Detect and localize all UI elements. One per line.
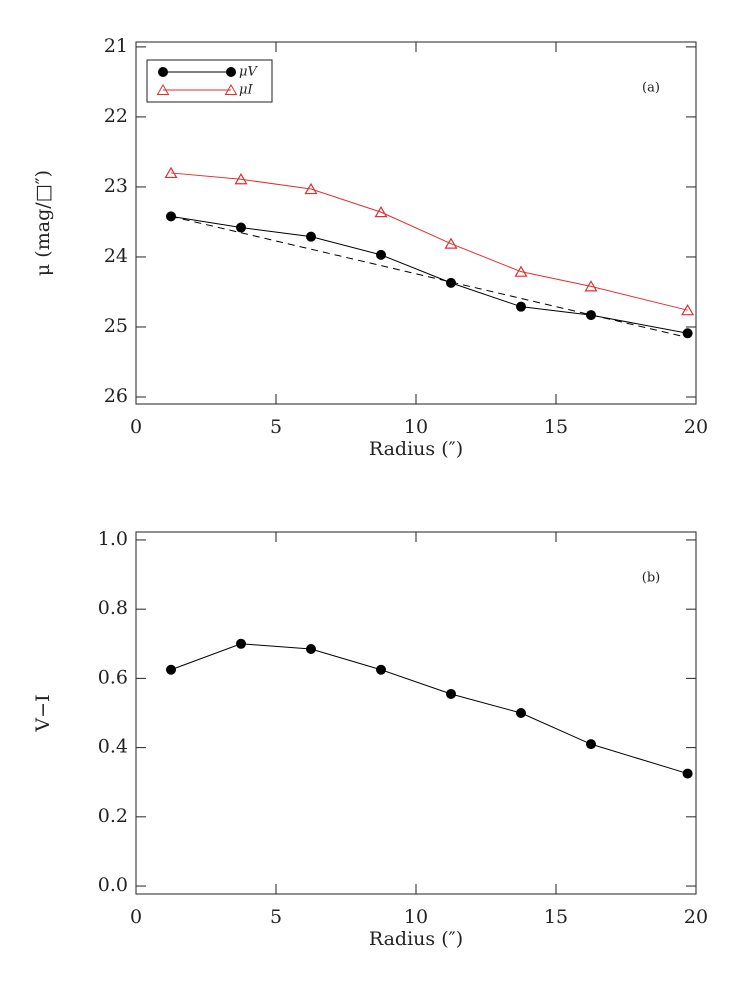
- triangle-marker: [584, 280, 598, 292]
- triangle-marker: [374, 205, 388, 218]
- x-tick-label: 10: [404, 906, 428, 928]
- circle-marker: [586, 739, 596, 750]
- y-tick-label: 0.4: [98, 736, 128, 758]
- circle-marker: [682, 328, 693, 339]
- y-tick-label: 21: [104, 35, 128, 57]
- y-axis-title: V−I: [32, 694, 54, 732]
- triangle-marker: [164, 166, 178, 179]
- triangle-marker: [234, 173, 248, 185]
- y-tick-label: 1.0: [98, 528, 128, 550]
- y-tick-label: 26: [104, 385, 128, 407]
- circle-marker: [236, 222, 246, 233]
- y-tick-label: 0.2: [98, 805, 128, 827]
- circle-marker: [516, 708, 526, 718]
- y-tick-label: 24: [104, 245, 128, 267]
- circle-marker: [376, 249, 386, 260]
- legend-label: μV: [239, 65, 258, 80]
- circle-marker: [166, 211, 176, 222]
- x-tick-label: 15: [544, 906, 568, 928]
- circle-marker: [166, 664, 176, 675]
- fit-line: [170, 215, 688, 338]
- y-tick-label: 0.8: [98, 597, 128, 619]
- x-tick-label: 5: [270, 416, 282, 438]
- legend-marker: [226, 67, 236, 77]
- triangle-marker: [681, 303, 695, 316]
- panel-label: (a): [642, 81, 660, 96]
- x-tick-label: 15: [544, 416, 568, 438]
- circle-marker: [586, 310, 596, 321]
- x-tick-label: 0: [130, 416, 142, 438]
- series-line: [170, 172, 688, 311]
- y-tick-label: 22: [104, 105, 128, 127]
- y-tick-label: 0.0: [98, 874, 128, 896]
- x-tick-label: 10: [404, 416, 428, 438]
- circle-marker: [236, 638, 246, 649]
- circle-marker: [682, 768, 693, 779]
- x-tick-label: 5: [270, 906, 282, 928]
- series-line: [170, 643, 688, 775]
- x-tick-label: 0: [130, 906, 142, 928]
- circle-marker: [376, 664, 386, 675]
- circle-marker: [306, 643, 316, 654]
- circle-marker: [516, 301, 526, 312]
- circle-marker: [306, 231, 316, 242]
- panel-label: (b): [642, 571, 660, 586]
- x-tick-label: 20: [684, 906, 708, 928]
- triangle-marker: [304, 182, 318, 195]
- legend-label: μI: [239, 83, 253, 98]
- circle-marker: [446, 277, 456, 288]
- triangle-marker: [514, 265, 528, 277]
- triangle-marker: [444, 237, 458, 249]
- circle-marker: [446, 688, 456, 699]
- legend-marker: [224, 84, 238, 95]
- series-line: [170, 215, 688, 334]
- y-axis-title: μ (mag/□″): [32, 170, 54, 276]
- y-tick-label: 25: [104, 315, 128, 337]
- x-axis-title: Radius (″): [369, 438, 463, 460]
- y-tick-label: 23: [104, 175, 128, 197]
- legend-marker: [158, 67, 168, 77]
- plot-frame: [135, 531, 697, 895]
- y-tick-label: 0.6: [98, 666, 128, 688]
- x-tick-label: 20: [684, 416, 708, 438]
- x-axis-title: Radius (″): [369, 928, 463, 950]
- legend-marker: [156, 84, 170, 95]
